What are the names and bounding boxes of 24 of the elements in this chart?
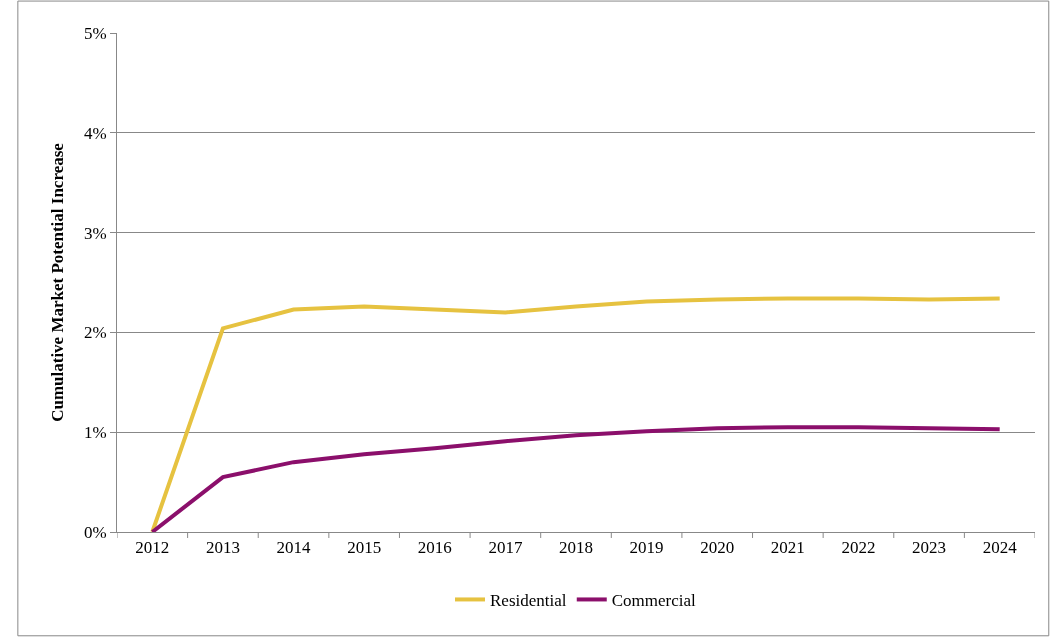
x-tick-label: 2015: [347, 538, 382, 558]
x-tick-label: 2013: [205, 538, 240, 558]
x-tick-label: 2017: [488, 538, 523, 558]
legend-label: Residential: [490, 591, 567, 611]
x-tick-label: 2023: [912, 538, 947, 558]
y-tick-label: 3%: [83, 223, 107, 243]
y-tick-label: 0%: [83, 522, 107, 542]
y-tick-label: 4%: [83, 123, 107, 143]
x-tick-label: 2024: [982, 538, 1018, 558]
y-tick-label: 1%: [83, 423, 107, 443]
x-tick-label: 2014: [276, 538, 312, 558]
line-series: [150, 296, 1002, 532]
x-tick-label: 2022: [841, 538, 876, 558]
x-tick-label: 2020: [700, 538, 735, 558]
line-series: [150, 425, 1002, 532]
x-tick-label: 2021: [770, 538, 805, 558]
y-tick-label: 5%: [83, 23, 107, 43]
x-tick-label: 2019: [629, 538, 664, 558]
x-tick-label: 2016: [417, 538, 452, 558]
y-tick-label: 2%: [83, 323, 107, 343]
y-axis-title: Cumulative Market Potential Increase: [48, 142, 68, 422]
legend-label: Commercial: [611, 591, 697, 611]
x-tick-label: 2018: [559, 538, 593, 558]
x-tick-label: 2012: [135, 538, 170, 558]
